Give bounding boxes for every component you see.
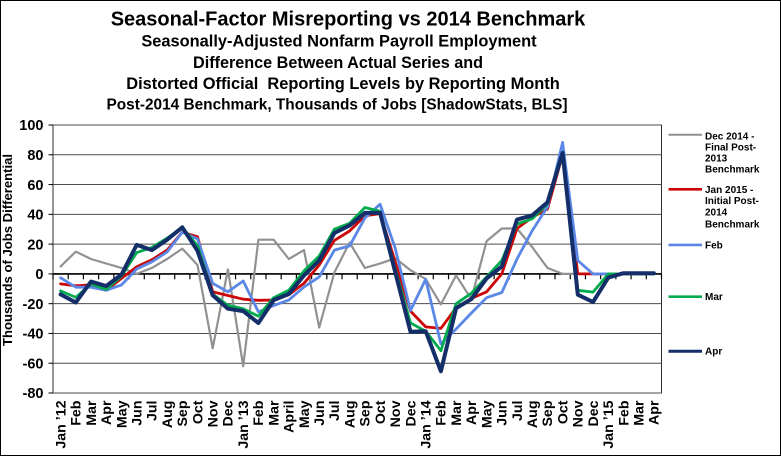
svg-text:Oct: Oct: [190, 400, 206, 424]
svg-text:Mar: Mar: [449, 400, 465, 426]
svg-text:Aug: Aug: [342, 401, 358, 429]
svg-text:May: May: [114, 400, 130, 428]
svg-text:Apr: Apr: [647, 400, 663, 425]
svg-text:Seasonal-Factor Misreporting v: Seasonal-Factor Misreporting vs 2014 Ben…: [111, 8, 586, 30]
svg-text:Dec: Dec: [586, 400, 602, 426]
svg-text:Feb: Feb: [616, 400, 632, 426]
svg-text:Mar: Mar: [84, 400, 100, 426]
svg-text:Feb: Feb: [251, 400, 267, 426]
svg-text:2013: 2013: [705, 153, 728, 164]
svg-text:Benchmark: Benchmark: [705, 219, 760, 230]
svg-text:Seasonally-Adjusted Nonfarm Pa: Seasonally-Adjusted Nonfarm Payroll Empl…: [141, 32, 537, 50]
svg-text:0: 0: [35, 267, 43, 283]
svg-text:Feb: Feb: [69, 400, 85, 426]
svg-text:May: May: [479, 400, 495, 428]
svg-text:Mar: Mar: [631, 400, 647, 426]
svg-text:Difference Between Actual Seri: Difference Between Actual Series and: [193, 54, 483, 72]
svg-text:Jan ’14: Jan ’14: [419, 400, 435, 448]
svg-text:Feb: Feb: [705, 240, 723, 251]
svg-text:May: May: [297, 400, 313, 428]
svg-text:Nov: Nov: [206, 400, 222, 427]
svg-text:Dec 2014 -: Dec 2014 -: [705, 131, 754, 142]
svg-text:Aug: Aug: [160, 401, 176, 429]
svg-text:Nov: Nov: [388, 400, 404, 427]
svg-text:Jan 2015 -: Jan 2015 -: [705, 185, 753, 196]
svg-text:Mar: Mar: [266, 400, 282, 426]
svg-text:-20: -20: [23, 297, 44, 313]
svg-text:-40: -40: [23, 327, 44, 343]
svg-text:60: 60: [27, 178, 43, 194]
svg-text:Post-2014 Benchmark, Thousands: Post-2014 Benchmark, Thousands of Jobs […: [107, 97, 568, 114]
svg-text:Sep: Sep: [175, 400, 191, 426]
svg-text:2014: 2014: [705, 207, 728, 218]
svg-text:Jan ’12: Jan ’12: [53, 400, 69, 448]
svg-text:Apr: Apr: [705, 347, 722, 358]
svg-text:Oct: Oct: [373, 400, 389, 424]
svg-text:April: April: [282, 401, 298, 433]
svg-text:Dec: Dec: [221, 400, 237, 426]
svg-text:Oct: Oct: [555, 400, 571, 424]
svg-text:Jul: Jul: [327, 401, 343, 422]
svg-text:Final Post-: Final Post-: [705, 142, 756, 153]
svg-text:40: 40: [27, 208, 43, 224]
svg-text:Initial Post-: Initial Post-: [705, 196, 759, 207]
svg-text:Benchmark: Benchmark: [705, 164, 760, 175]
svg-text:Dec: Dec: [403, 400, 419, 426]
svg-text:Mar: Mar: [705, 292, 723, 303]
svg-text:Aug: Aug: [525, 401, 541, 429]
svg-text:Jan ’13: Jan ’13: [236, 400, 252, 448]
svg-text:Jul: Jul: [145, 401, 161, 422]
svg-text:Distorted Official Reporting: Distorted Official Reporting Levels by R…: [126, 75, 559, 93]
svg-text:Feb: Feb: [434, 400, 450, 426]
svg-text:Nov: Nov: [571, 400, 587, 427]
svg-text:20: 20: [27, 237, 43, 253]
svg-text:-60: -60: [23, 356, 44, 372]
svg-text:Jun: Jun: [312, 401, 328, 426]
svg-text:Jan ’15: Jan ’15: [601, 400, 617, 448]
svg-text:Apr: Apr: [464, 400, 480, 425]
svg-text:Sep: Sep: [358, 400, 374, 426]
svg-text:-80: -80: [23, 386, 44, 402]
svg-text:Jul: Jul: [510, 401, 526, 422]
svg-text:Jun: Jun: [129, 401, 145, 426]
svg-text:Sep: Sep: [540, 400, 556, 426]
svg-text:Thousands of Jobs Differential: Thousands of Jobs Differential: [0, 154, 15, 346]
svg-text:80: 80: [27, 148, 43, 164]
svg-text:100: 100: [19, 118, 43, 134]
svg-text:Jun: Jun: [495, 401, 511, 426]
svg-text:Apr: Apr: [99, 400, 115, 425]
